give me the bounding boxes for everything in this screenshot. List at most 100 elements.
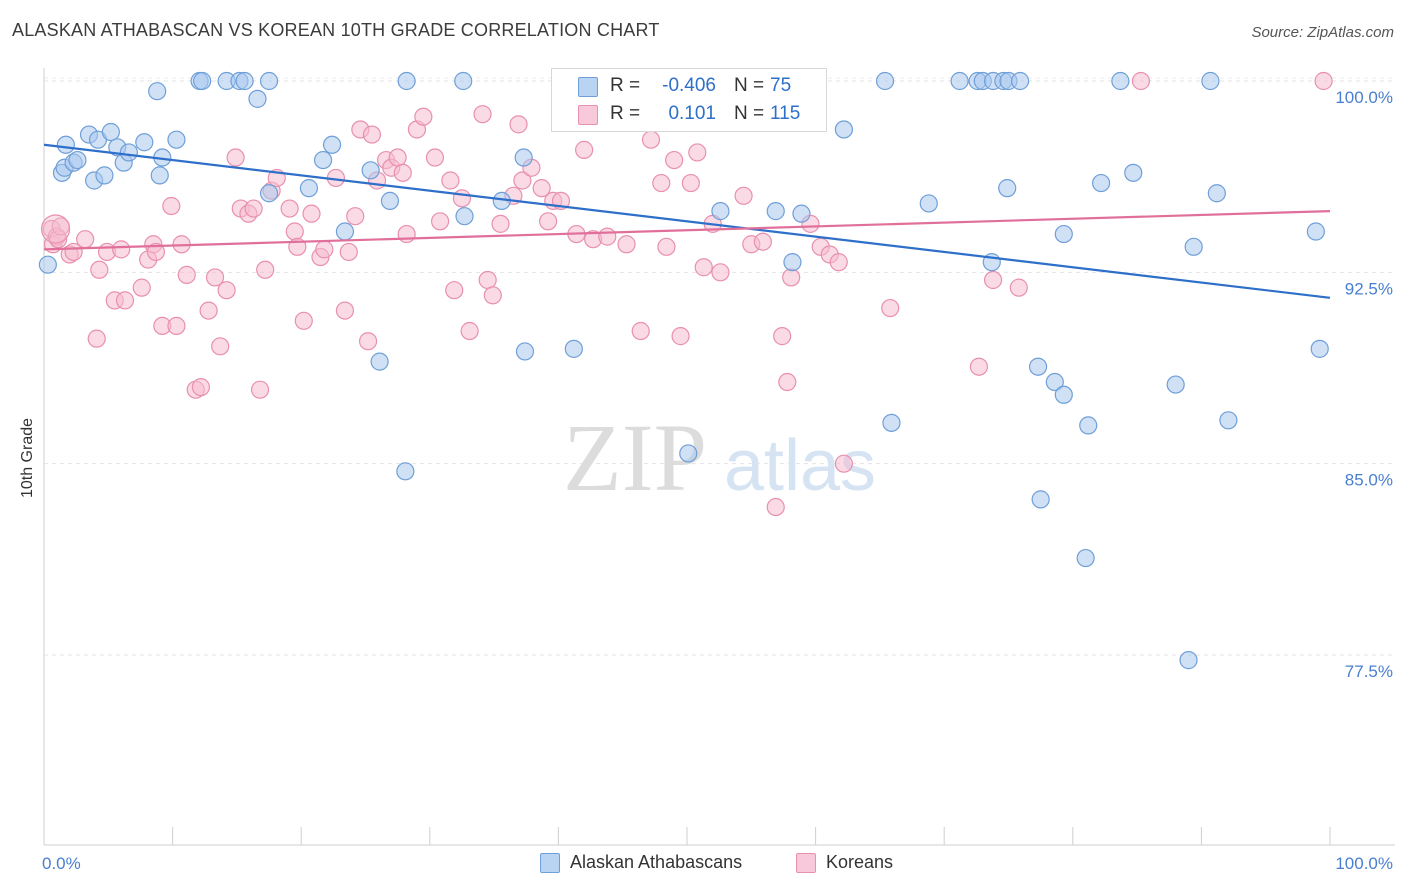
data-point — [280, 199, 299, 218]
data-point — [397, 71, 416, 91]
data-point — [339, 242, 358, 262]
data-point — [694, 258, 713, 277]
data-point — [473, 105, 492, 124]
y-tick-label: 85.0% — [1345, 471, 1393, 490]
data-point — [657, 237, 676, 256]
data-point — [358, 332, 378, 351]
data-point — [834, 120, 853, 139]
data-point — [430, 212, 450, 231]
data-point — [665, 150, 684, 170]
data-point — [1010, 71, 1030, 91]
data-point — [322, 135, 342, 154]
data-point — [491, 214, 510, 233]
data-point — [1219, 411, 1238, 430]
data-point — [671, 327, 690, 346]
data-point — [199, 301, 218, 320]
trend-lines — [43, 143, 1331, 299]
data-point — [101, 122, 120, 142]
data-point — [388, 148, 407, 167]
data-point — [112, 240, 131, 259]
data-point — [509, 115, 528, 134]
data-point — [617, 235, 636, 254]
data-point — [575, 140, 594, 159]
data-point — [688, 143, 707, 162]
data-point — [882, 413, 901, 432]
data-point — [167, 316, 186, 336]
watermark-atlas: atlas — [724, 426, 876, 506]
data-point — [641, 130, 661, 149]
data-point — [90, 260, 109, 279]
data-point — [782, 268, 801, 287]
data-point — [56, 135, 75, 154]
data-point — [302, 204, 321, 223]
data-point — [259, 71, 279, 91]
data-point — [148, 82, 167, 101]
legend-row-koreans: R = 0.101 N = 115 — [552, 99, 826, 129]
data-point — [1111, 71, 1130, 91]
data-point — [193, 71, 212, 91]
series-alaskan-athabascans — [38, 71, 1329, 670]
y-tick-label: 92.5% — [1345, 279, 1393, 298]
data-point — [478, 270, 497, 290]
data-point — [250, 380, 270, 399]
data-point — [414, 107, 433, 126]
data-point — [87, 329, 106, 348]
legend-swatch-pink — [578, 105, 598, 125]
data-point — [1076, 548, 1095, 568]
data-point — [1179, 651, 1198, 670]
data-point — [1045, 372, 1064, 392]
data-point — [191, 378, 210, 397]
data-point — [162, 196, 181, 216]
data-point — [299, 179, 319, 198]
axes — [43, 68, 1395, 846]
data-point — [380, 191, 400, 211]
legend-r-label: R = — [610, 103, 641, 124]
data-point — [1009, 278, 1028, 297]
data-point — [285, 222, 304, 241]
trend-line-alaskan-athabascans — [43, 143, 1331, 299]
data-point — [711, 202, 730, 221]
data-point — [294, 311, 313, 330]
data-point — [150, 166, 169, 185]
data-point — [256, 260, 275, 279]
data-point — [361, 161, 380, 180]
data-point — [313, 150, 333, 170]
data-point — [259, 184, 279, 203]
data-point — [515, 342, 535, 361]
data-point — [335, 301, 355, 320]
data-point — [1054, 385, 1073, 404]
watermark: ZIP atlas — [563, 404, 876, 511]
data-point — [68, 150, 87, 170]
legend-r-value: -0.406 — [662, 75, 716, 96]
legend-swatch-blue — [540, 853, 560, 873]
data-point — [1184, 237, 1203, 256]
data-point — [513, 171, 532, 190]
data-point — [711, 263, 730, 282]
data-point — [1314, 71, 1333, 91]
source-credit: Source: ZipAtlas.com — [1251, 24, 1394, 41]
legend-row-alaskan-athabascans: R = -0.406 N = 75 — [552, 71, 826, 101]
data-point — [1031, 490, 1050, 509]
data-point — [455, 207, 474, 226]
data-point — [445, 281, 464, 300]
data-point — [244, 199, 263, 218]
grid-lines — [44, 77, 1395, 656]
data-point — [1091, 173, 1111, 193]
legend-n-label: N = — [734, 103, 765, 124]
data-point — [881, 298, 900, 318]
data-point — [1201, 71, 1220, 91]
data-point — [875, 71, 895, 91]
data-point — [132, 278, 151, 297]
legend-swatch-pink — [796, 853, 816, 873]
chart-title: ALASKAN ATHABASCAN VS KOREAN 10TH GRADE … — [12, 20, 660, 40]
data-point — [483, 286, 502, 305]
data-point — [454, 71, 473, 91]
data-point — [235, 71, 254, 91]
data-point — [205, 268, 225, 287]
data-point — [146, 242, 165, 262]
series-koreans — [40, 71, 1333, 517]
legend-n-value: 75 — [770, 75, 792, 96]
x-tick-label: 0.0% — [42, 854, 81, 873]
data-point — [1054, 224, 1073, 244]
data-point — [652, 173, 671, 193]
